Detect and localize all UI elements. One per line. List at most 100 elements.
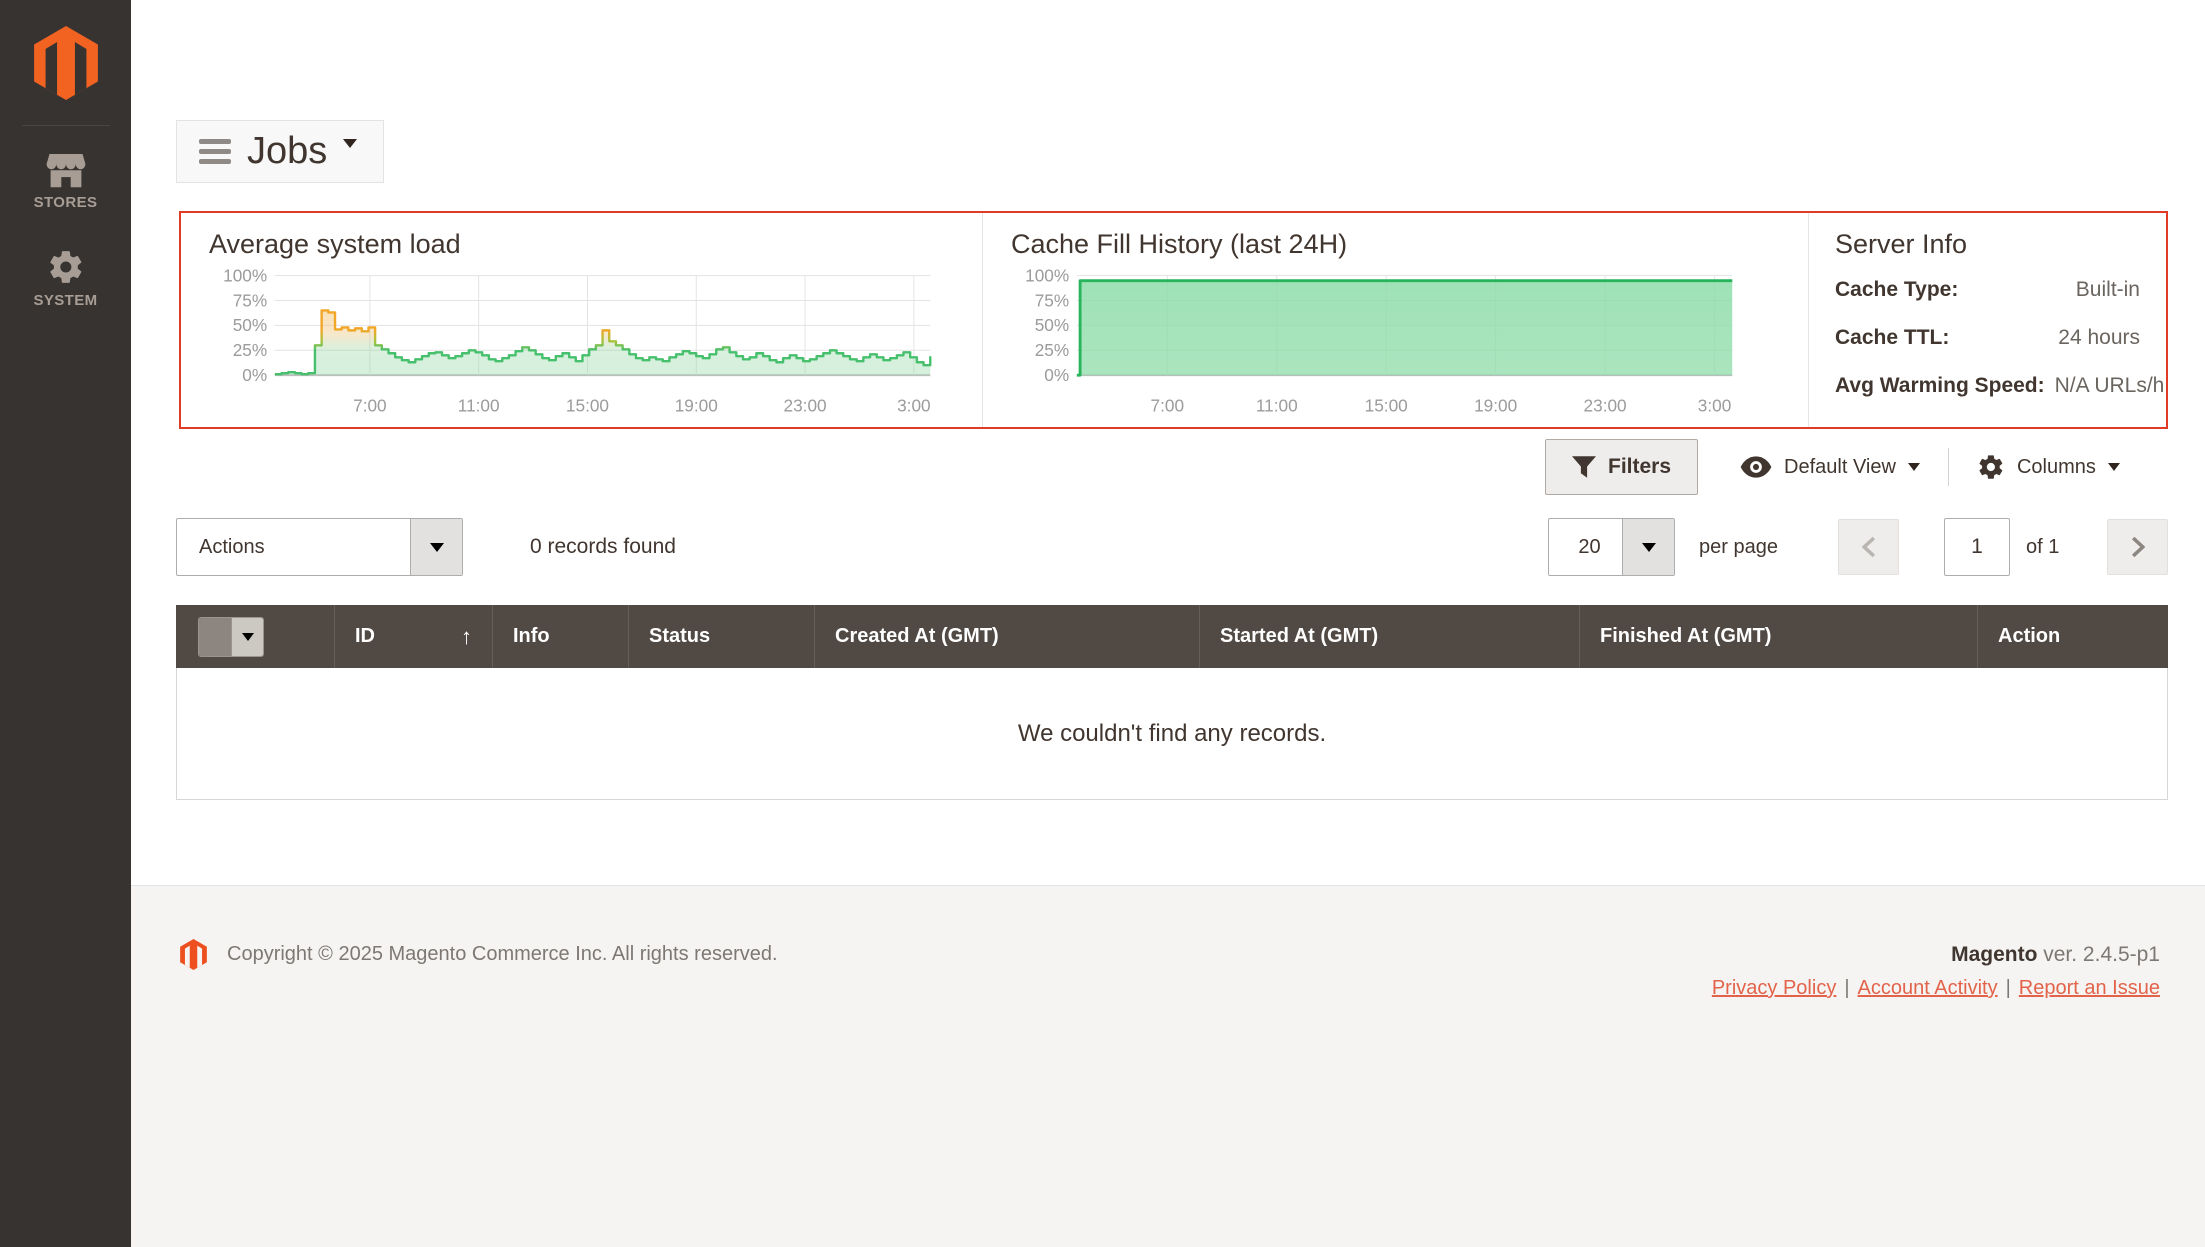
actions-label: Actions bbox=[199, 535, 265, 558]
cache-fill-chart: 100% 75% 50% 25% 0% 7:00 11:00 15:00 19:00 23:00 3… bbox=[1025, 268, 1733, 416]
column-header-started-at-gmt[interactable]: Started At (GMT) bbox=[1199, 605, 1579, 668]
column-header-action[interactable]: Action bbox=[1977, 605, 2168, 668]
eye-icon bbox=[1740, 456, 1772, 478]
load-chart: 100% 75% 50% 25% 0% 7:00 11:00 15:00 19:00 23:00 3… bbox=[223, 268, 932, 416]
svg-text:25%: 25% bbox=[1035, 340, 1069, 360]
brand-name: Magento bbox=[1951, 943, 2038, 966]
admin-sidebar: STORES SYSTEM bbox=[0, 0, 131, 1247]
column-header-finished-at-gmt[interactable]: Finished At (GMT) bbox=[1579, 605, 1977, 668]
footer-link-report-an-issue[interactable]: Report an Issue bbox=[2018, 977, 2160, 999]
column-header-created-at-gmt[interactable]: Created At (GMT) bbox=[814, 605, 1199, 668]
copyright-text: Copyright © 2025 Magento Commerce Inc. A… bbox=[227, 943, 778, 965]
per-page-caret-box bbox=[1622, 519, 1674, 575]
svg-text:25%: 25% bbox=[233, 340, 267, 360]
server-info-row: Avg Warming Speed: N/A URLs/h bbox=[1835, 374, 2164, 398]
jobs-grid: ID ↑ Info Status Created At (GMT) Started At … bbox=[176, 605, 2168, 800]
records-found-text: 0 records found bbox=[530, 535, 676, 558]
svg-text:3:00: 3:00 bbox=[897, 396, 931, 416]
columns-label: Columns bbox=[2016, 455, 2096, 478]
chevron-down-icon bbox=[343, 139, 358, 148]
page-total-label: of 1 bbox=[2026, 535, 2060, 558]
svg-text:7:00: 7:00 bbox=[1151, 396, 1185, 416]
svg-text:0%: 0% bbox=[1044, 365, 1069, 385]
next-page-button[interactable] bbox=[2107, 519, 2168, 575]
gear-icon bbox=[1979, 455, 2003, 479]
svg-text:50%: 50% bbox=[233, 315, 267, 335]
filters-label: Filters bbox=[1608, 455, 1672, 478]
grid-controls-bar: Actions 0 records found 20 per page of 1 bbox=[176, 518, 2168, 576]
storefront-icon bbox=[46, 154, 85, 188]
previous-page-button[interactable] bbox=[1838, 519, 1899, 575]
load-chart-title: Average system load bbox=[209, 229, 461, 259]
per-page-select[interactable]: 20 bbox=[1548, 518, 1675, 576]
jobs-menu-button[interactable]: Jobs bbox=[176, 120, 385, 183]
magento-logo-small bbox=[180, 939, 207, 970]
sidebar-divider bbox=[21, 125, 110, 126]
per-page-label: per page bbox=[1699, 535, 1778, 558]
magento-logo[interactable] bbox=[33, 26, 98, 105]
footer-link-privacy-policy[interactable]: Privacy Policy bbox=[1711, 977, 1837, 999]
footer-link-account-activity[interactable]: Account Activity bbox=[1857, 977, 1998, 999]
cache-chart-section: Cache Fill History (last 24H) 100% 75% 50%… bbox=[982, 213, 1808, 427]
select-all-caret-box[interactable] bbox=[231, 617, 263, 656]
svg-text:0%: 0% bbox=[242, 365, 267, 385]
sidebar-item-label: SYSTEM bbox=[33, 292, 98, 309]
svg-text:11:00: 11:00 bbox=[458, 396, 500, 416]
svg-text:100%: 100% bbox=[1025, 268, 1069, 285]
column-label: Status bbox=[649, 625, 711, 647]
column-label: ID bbox=[355, 625, 375, 647]
column-header-info[interactable]: Info bbox=[492, 605, 628, 668]
cache-chart-title: Cache Fill History (last 24H) bbox=[1011, 229, 1348, 259]
load-chart-section: Average system load 100% 75% 50% 25% 0% 7:00 1… bbox=[181, 213, 982, 427]
footer-right: Magento ver. 2.4.5-p1 Privacy Policy | Acc… bbox=[1712, 943, 2160, 1000]
version-text: ver. 2.4.5-p1 bbox=[2043, 943, 2160, 966]
sort-ascending-icon: ↑ bbox=[461, 623, 472, 649]
sidebar-item-label: STORES bbox=[33, 194, 98, 211]
chevron-down-icon bbox=[241, 632, 254, 641]
view-switcher[interactable]: Default View bbox=[1740, 456, 1920, 479]
columns-control[interactable]: Columns bbox=[1977, 453, 2120, 481]
server-info-title: Server Info bbox=[1835, 229, 1968, 259]
svg-text:75%: 75% bbox=[233, 290, 267, 310]
svg-text:15:00: 15:00 bbox=[1365, 396, 1408, 416]
footer: Copyright © 2025 Magento Commerce Inc. A… bbox=[131, 885, 2205, 1247]
toolbar-separator bbox=[1947, 448, 1949, 486]
svg-text:19:00: 19:00 bbox=[675, 396, 718, 416]
page-title: Jobs bbox=[247, 130, 328, 172]
table-header-row: ID ↑ Info Status Created At (GMT) Started At … bbox=[176, 605, 2168, 668]
column-header-status[interactable]: Status bbox=[628, 605, 814, 668]
svg-text:23:00: 23:00 bbox=[1584, 396, 1627, 416]
actions-select[interactable]: Actions bbox=[176, 518, 463, 576]
column-label: Finished At (GMT) bbox=[1600, 625, 1772, 647]
column-label: Started At (GMT) bbox=[1220, 625, 1379, 647]
actions-caret-box bbox=[410, 519, 462, 575]
server-info-label: Cache TTL: bbox=[1835, 326, 1950, 349]
chevron-left-icon bbox=[1861, 536, 1875, 558]
per-page-value: 20 bbox=[1578, 535, 1601, 558]
page-number-input[interactable] bbox=[1944, 518, 2010, 576]
filter-funnel-icon bbox=[1572, 456, 1596, 478]
column-label: Info bbox=[513, 625, 550, 647]
sidebar-item-stores[interactable]: STORES bbox=[0, 146, 131, 220]
dashboard-panel: Average system load 100% 75% 50% 25% 0% 7:00 1… bbox=[179, 211, 2168, 429]
svg-text:19:00: 19:00 bbox=[1474, 396, 1517, 416]
hamburger-icon bbox=[199, 134, 231, 169]
server-info-label: Cache Type: bbox=[1835, 278, 1959, 301]
filters-button[interactable]: Filters bbox=[1545, 439, 1699, 495]
select-all-control[interactable] bbox=[198, 616, 264, 657]
column-header-id[interactable]: ID ↑ bbox=[334, 605, 492, 668]
chevron-down-icon bbox=[1641, 542, 1656, 552]
column-label: Action bbox=[1998, 625, 2061, 647]
chevron-down-icon bbox=[1907, 463, 1920, 471]
server-info-row: Cache Type: Built-in bbox=[1835, 278, 2140, 302]
column-label: Created At (GMT) bbox=[835, 625, 999, 647]
empty-records-message: We couldn't find any records. bbox=[1017, 719, 1327, 747]
view-label: Default View bbox=[1784, 455, 1896, 478]
svg-text:15:00: 15:00 bbox=[566, 396, 609, 416]
svg-text:7:00: 7:00 bbox=[353, 396, 387, 416]
footer-left: Copyright © 2025 Magento Commerce Inc. A… bbox=[180, 939, 778, 970]
select-all-checkbox[interactable] bbox=[199, 617, 231, 656]
column-header-select bbox=[176, 605, 334, 668]
sidebar-item-system[interactable]: SYSTEM bbox=[0, 240, 131, 318]
